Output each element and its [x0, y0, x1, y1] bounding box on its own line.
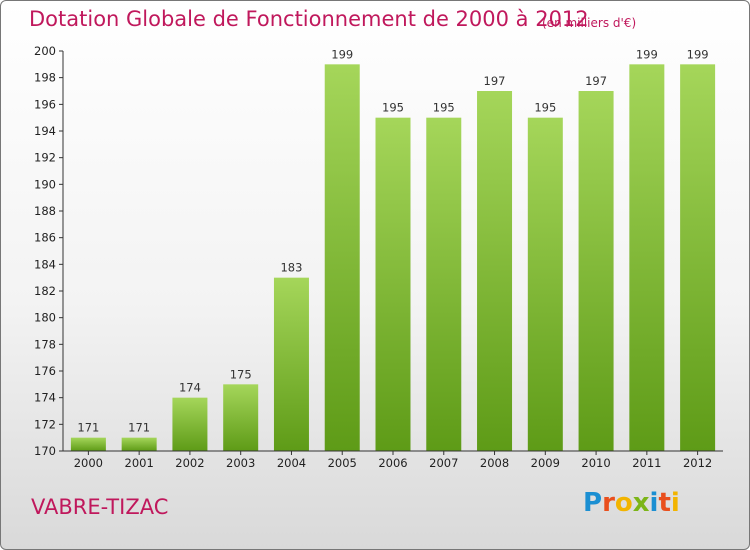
y-tick-label: 200 — [34, 44, 56, 58]
y-tick-label: 178 — [34, 337, 56, 351]
logo-letter: x — [632, 488, 650, 518]
place-name: VABRE-TIZAC — [31, 495, 169, 519]
y-tick-label: 198 — [34, 71, 56, 85]
bars: 171 171 174 175 183 199 195 195 197 195 197 199 199 — [70, 47, 716, 452]
y-tick-label: 172 — [34, 417, 56, 431]
x-axis: 2000 2001 2002 2003 2004 2005 2006 2007 2008 2009… — [63, 450, 723, 470]
chart-unit: (en milliers d'€) — [542, 16, 637, 30]
y-tick-label: 174 — [34, 391, 56, 405]
data-label-2010: 197 — [585, 74, 607, 88]
x-tick-label-2005: 2005 — [328, 456, 357, 470]
logo-letter: i — [670, 488, 680, 518]
logo-letter: P — [583, 488, 603, 518]
x-tick-label-2002: 2002 — [175, 456, 204, 470]
data-label-2002: 174 — [179, 381, 201, 395]
y-tick-label: 180 — [34, 311, 56, 325]
x-tick-label-2000: 2000 — [74, 456, 103, 470]
logo-letter: t — [658, 488, 671, 518]
y-tick-label: 176 — [34, 364, 56, 378]
x-tick-label-2004: 2004 — [277, 456, 306, 470]
x-tick-label-2008: 2008 — [480, 456, 509, 470]
x-tick-label-2009: 2009 — [531, 456, 560, 470]
bar-2003 — [223, 384, 259, 451]
x-tick-label-2011: 2011 — [632, 456, 661, 470]
y-tick-label: 182 — [34, 284, 56, 298]
data-label-2005: 199 — [331, 47, 353, 61]
chart-title: Dotation Globale de Fonctionnement de 20… — [29, 7, 589, 31]
bar-2007 — [426, 117, 462, 452]
bar-2010 — [578, 91, 614, 451]
y-tick-label: 194 — [34, 124, 56, 138]
data-label-2011: 199 — [636, 47, 658, 61]
y-tick-label: 196 — [34, 97, 56, 111]
y-tick-label: 170 — [34, 444, 56, 458]
data-label-2004: 183 — [280, 261, 302, 275]
bar-2006 — [375, 117, 411, 452]
x-tick-label-2003: 2003 — [226, 456, 255, 470]
y-axis: 170 172 174 176 178 180 182 184 186 188 190 192 194 1… — [34, 44, 64, 458]
data-label-2000: 171 — [77, 421, 99, 435]
logo-letter: r — [602, 488, 615, 518]
logo-letter: o — [614, 488, 633, 518]
x-tick-label-2007: 2007 — [429, 456, 458, 470]
bar-2011 — [629, 64, 665, 452]
data-label-2012: 199 — [687, 47, 709, 61]
y-tick-label: 184 — [34, 257, 56, 271]
bar-2002 — [172, 397, 208, 451]
data-label-2008: 197 — [484, 74, 506, 88]
y-tick-label: 186 — [34, 231, 56, 245]
bar-2000 — [70, 437, 106, 451]
data-label-2001: 171 — [128, 421, 150, 435]
x-tick-label-2010: 2010 — [581, 456, 610, 470]
bar-2012 — [680, 64, 716, 452]
bar-2001 — [121, 437, 157, 451]
x-tick-label-2012: 2012 — [683, 456, 712, 470]
bar-2005 — [324, 64, 360, 452]
bar-2004 — [273, 277, 309, 451]
x-tick-label-2001: 2001 — [125, 456, 154, 470]
data-label-2003: 175 — [230, 367, 252, 381]
y-tick-label: 190 — [34, 177, 56, 191]
data-label-2006: 195 — [382, 101, 404, 115]
proxiti-logo: Proxiti — [583, 488, 680, 518]
x-tick-label-2006: 2006 — [378, 456, 407, 470]
logo-letter: i — [649, 488, 659, 518]
data-label-2009: 195 — [534, 101, 556, 115]
bar-2009 — [527, 117, 563, 452]
y-tick-label: 192 — [34, 151, 56, 165]
bar-2008 — [477, 91, 513, 451]
data-label-2007: 195 — [433, 101, 455, 115]
y-tick-label: 188 — [34, 204, 56, 218]
